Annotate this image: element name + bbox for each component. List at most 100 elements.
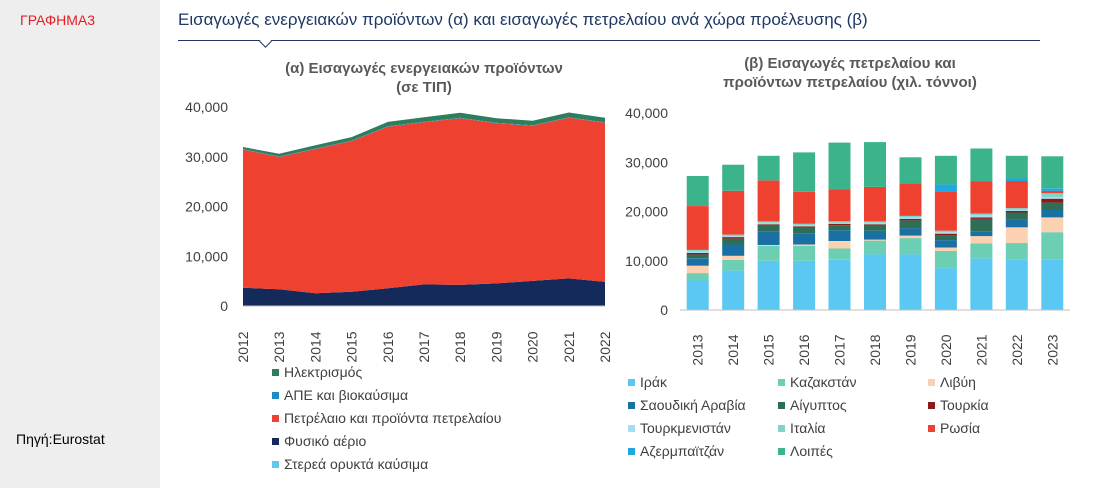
chart-b-bar-russia xyxy=(1041,190,1064,194)
chart-b-bar-saudi xyxy=(1041,210,1064,218)
chart-b-legend-label: Τουρκμενιστάν xyxy=(640,420,731,436)
chart-b-bar-saudi xyxy=(757,231,780,245)
chart-a-title: (α) Εισαγωγές ενεργειακών προϊόντων xyxy=(285,60,563,77)
chart-a-area-electricity xyxy=(243,112,605,157)
chart-b-legend-swatch xyxy=(628,379,635,386)
chart-b-bar-turkey xyxy=(686,252,709,255)
chart-b-bar-egypt xyxy=(828,225,851,231)
chart-b-legend-swatch xyxy=(628,402,635,409)
chart-b-x-tick: 2015 xyxy=(761,334,777,365)
chart-a-legend-label: ΑΠΕ και βιοκαύσιμα xyxy=(284,387,408,403)
chart-b-bar-turkey xyxy=(899,218,922,221)
chart-b-bar-libya xyxy=(970,236,993,244)
chart-b-bar-russia xyxy=(1005,181,1028,209)
chart-b-bar-libya xyxy=(1041,217,1064,233)
chart-a-legend-swatch xyxy=(272,392,279,399)
chart-b-bar-iraq xyxy=(1005,259,1028,310)
chart-b-bar-saudi xyxy=(1005,219,1028,228)
chart-a-legend-swatch xyxy=(272,438,279,445)
chart-a-area-oil xyxy=(243,117,605,294)
chart-a-y-tick: 20,000 xyxy=(185,199,228,215)
chart-b-bar-others xyxy=(934,155,957,185)
chart-b-bar-turkey xyxy=(722,237,745,239)
chart-b-bar-turkmenistan xyxy=(899,217,922,219)
chart-b-legend-swatch xyxy=(928,379,935,386)
chart-a-x-tick: 2017 xyxy=(416,331,432,362)
chart-b-bar-turkmenistan xyxy=(757,222,780,225)
chart-b-x-tick: 2017 xyxy=(832,334,848,365)
chart-b-bar-azerbaijan xyxy=(1041,188,1064,191)
chart-a-y-tick: 30,000 xyxy=(185,149,228,165)
chart-a-x-tick: 2013 xyxy=(271,331,287,362)
chart-b-bar-russia xyxy=(828,189,851,222)
chart-b-bar-egypt xyxy=(864,225,886,231)
chart-b-bar-turkey xyxy=(828,223,851,226)
chart-b-bar-turkey xyxy=(970,217,993,219)
chart-b-bar-turkey xyxy=(793,226,816,228)
chart-b-bar-others xyxy=(828,142,851,190)
chart-b-bar-others xyxy=(899,157,922,184)
source-note: Πηγή:Eurostat xyxy=(16,431,105,447)
chart-a-y-tick: 40,000 xyxy=(185,99,228,115)
chart-b-bar-libya xyxy=(1005,227,1028,244)
chart-b-bar-kazakhstan xyxy=(1041,232,1064,260)
chart-b-bar-others xyxy=(864,142,886,187)
chart-b-x-tick: 2019 xyxy=(902,334,918,365)
chart-b-title: (β) Εισαγωγές πετρελαίου και xyxy=(744,55,956,72)
chart-b-bar-saudi xyxy=(793,233,816,245)
chart-b-bar-others xyxy=(1005,155,1028,179)
chart-b-x-tick: 2020 xyxy=(938,334,954,365)
chart-b-bar-turkey xyxy=(757,224,780,226)
chart-b-bar-libya xyxy=(864,239,886,241)
chart-b-bar-russia xyxy=(793,191,816,224)
chart-b-bar-azerbaijan xyxy=(1005,178,1028,181)
chart-b-bar-turkmenistan xyxy=(793,225,816,227)
figure-title: Εισαγωγές ενεργειακών προϊόντων (α) και … xyxy=(178,10,868,29)
chart-b-bar-russia xyxy=(722,190,745,235)
chart-b-bar-kazakhstan xyxy=(899,238,922,255)
chart-b-bar-others xyxy=(793,152,816,192)
chart-b-bar-italy xyxy=(686,249,709,252)
chart-b-bar-azerbaijan xyxy=(934,184,957,192)
chart-b-bar-libya xyxy=(793,244,816,246)
chart-b-bar-turkey xyxy=(864,224,886,226)
chart-b-bar-turkmenistan xyxy=(722,236,745,238)
chart-b-bar-turkmenistan xyxy=(686,251,709,253)
chart-b-bar-kazakhstan xyxy=(934,250,957,269)
chart-b-y-tick: 0 xyxy=(660,302,668,318)
chart-a-legend-label: Πετρέλαιο και προϊόντα πετρελαίου xyxy=(284,410,501,426)
chart-b-bar-iraq xyxy=(828,259,851,310)
chart-b-legend-swatch xyxy=(778,448,785,455)
chart-b-x-tick: 2021 xyxy=(973,334,989,365)
chart-b-bar-kazakhstan xyxy=(1005,243,1028,260)
chart-b-bar-egypt xyxy=(757,225,780,232)
chart-b-bar-iraq xyxy=(934,268,957,310)
chart-b-y-tick: 30,000 xyxy=(625,154,668,170)
chart-b-bar-saudi xyxy=(686,258,709,266)
chart-b-x-tick: 2023 xyxy=(1044,334,1060,365)
chart-b-bar-kazakhstan xyxy=(757,246,780,261)
chart-b-bar-egypt xyxy=(1005,212,1028,220)
chart-b-bar-iraq xyxy=(757,260,780,311)
chart-a-legend-swatch xyxy=(272,369,279,376)
chart-b-bar-russia xyxy=(899,183,922,216)
chart-b-legend-swatch xyxy=(778,425,785,432)
chart-b-bar-turkmenistan xyxy=(1041,197,1064,199)
chart-b-bar-egypt xyxy=(793,227,816,234)
chart-a-legend-label: Φυσικό αέριο xyxy=(284,433,366,449)
chart-a-area-natural_gas xyxy=(243,278,605,306)
chart-b-legend-swatch xyxy=(628,425,635,432)
chart-b-bar-egypt xyxy=(934,235,957,240)
chart-b-legend-label: Αζερμπαϊτζάν xyxy=(640,443,724,459)
chart-a-x-tick: 2018 xyxy=(452,331,468,362)
chart-b-bar-turkey xyxy=(1005,211,1028,213)
chart-b-y-tick: 20,000 xyxy=(625,204,668,220)
chart-b-bar-libya xyxy=(686,265,709,274)
chart-b-bar-turkey xyxy=(934,233,957,236)
chart-b-bar-libya xyxy=(757,245,780,246)
chart-b-bar-saudi xyxy=(828,230,851,241)
chart-b-bar-iraq xyxy=(864,254,886,310)
chart-b-bar-russia xyxy=(757,180,780,222)
chart-b-legend-label: Ιταλία xyxy=(790,420,826,436)
